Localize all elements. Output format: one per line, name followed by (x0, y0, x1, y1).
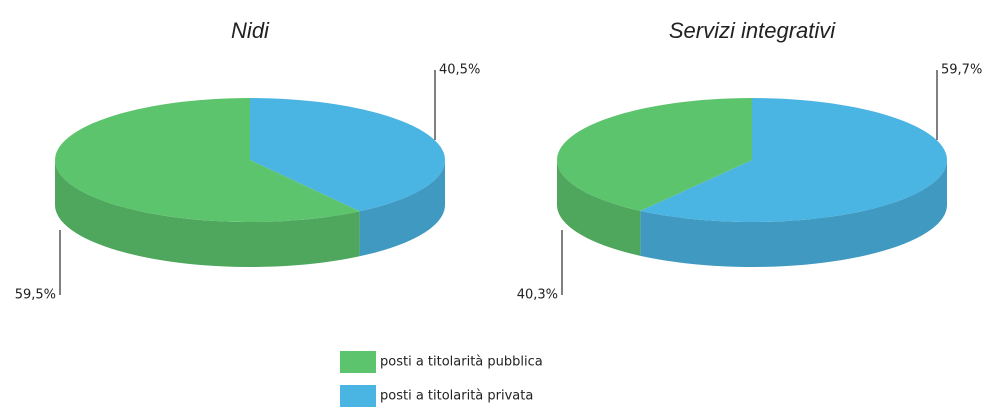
value-label: 40,5% (439, 63, 480, 78)
legend-swatch (340, 385, 376, 407)
legend-swatch (340, 351, 376, 373)
pie-slice (250, 98, 445, 212)
pie-side (640, 160, 947, 267)
value-label: 40,3% (517, 288, 558, 303)
pie-side (55, 160, 360, 267)
chart-title: Servizi integrativi (669, 18, 836, 43)
value-label: 59,5% (15, 288, 56, 303)
chart-title: Nidi (231, 18, 270, 43)
value-label: 59,7% (941, 63, 982, 78)
pie-slice (55, 98, 360, 222)
pie-side (557, 160, 641, 256)
pie-side (359, 160, 445, 257)
legend-label: posti a titolarità privata (380, 389, 533, 404)
legend-label: posti a titolarità pubblica (380, 355, 543, 370)
pie-slice (557, 98, 752, 211)
pie-slice (640, 98, 947, 222)
